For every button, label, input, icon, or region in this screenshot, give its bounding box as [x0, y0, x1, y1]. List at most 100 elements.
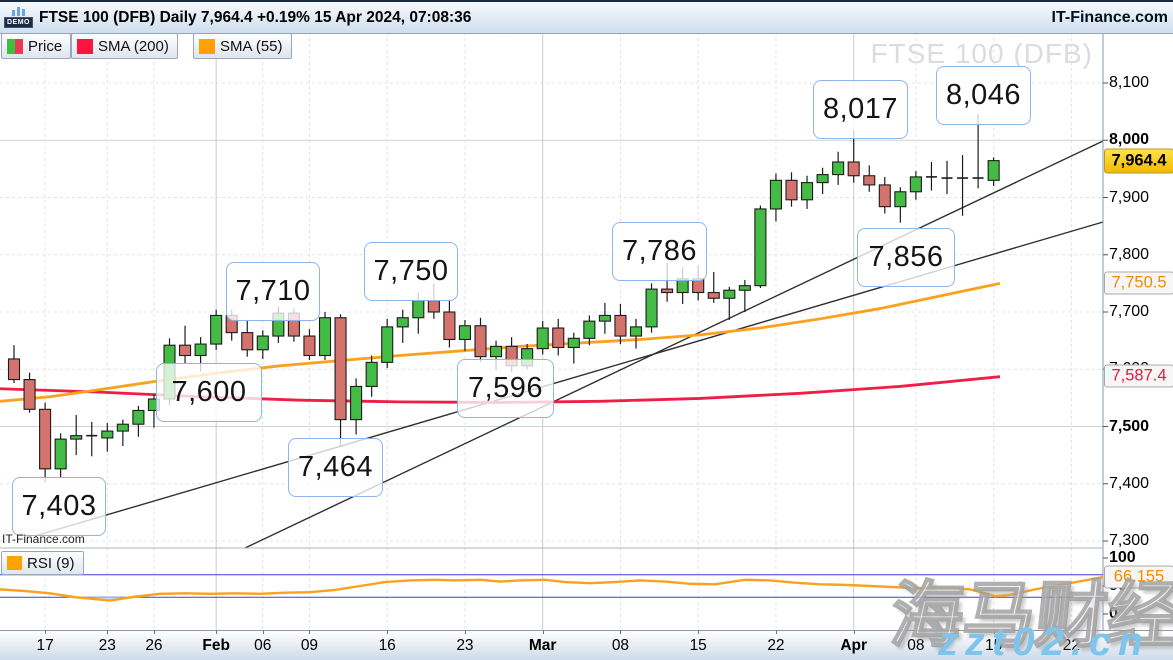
bull-candle[interactable] [70, 435, 83, 440]
bull-candle[interactable] [412, 299, 425, 319]
bull-candle[interactable] [458, 325, 472, 341]
price-annotation[interactable]: 7,403 [12, 477, 106, 536]
bear-candle[interactable] [443, 311, 456, 341]
bull-candle[interactable] [583, 320, 596, 339]
price-axis-label: 8,000 [1109, 131, 1150, 149]
time-tick [993, 630, 995, 634]
price-annotation[interactable]: 7,856 [857, 228, 955, 287]
legend-sma200-label: SMA (200) [98, 37, 169, 55]
bull-candle[interactable] [800, 182, 814, 201]
legend-sma200-chip[interactable]: SMA (200) [71, 33, 178, 59]
time-axis-label: 15 [985, 637, 1003, 654]
bear-candle[interactable] [785, 179, 798, 201]
legend-sma55-label: SMA (55) [220, 37, 283, 55]
time-tick [853, 630, 855, 634]
bull-candle[interactable] [318, 317, 332, 357]
price-annotation[interactable]: 8,046 [936, 66, 1031, 125]
time-axis-label: Feb [202, 637, 230, 654]
bear-candle[interactable] [241, 332, 254, 351]
bull-candle[interactable] [350, 385, 363, 421]
bull-candle[interactable] [381, 326, 394, 363]
bear-candle[interactable] [552, 327, 565, 349]
bear-candle[interactable] [179, 344, 192, 357]
price-axis-label: 7,400 [1109, 474, 1150, 492]
legend-price-label: Price [28, 37, 63, 55]
bull-candle[interactable] [194, 343, 207, 357]
bear-candle[interactable] [334, 317, 347, 421]
bull-candle[interactable] [816, 174, 829, 184]
bull-candle[interactable] [116, 423, 129, 432]
rsi-axis-label: 0 [1109, 605, 1118, 622]
bull-candle[interactable] [738, 285, 751, 291]
time-axis-label: 08 [611, 637, 630, 654]
bear-candle[interactable] [863, 175, 876, 186]
rsi-axis-label: 100 [1109, 549, 1136, 566]
bull-candle[interactable] [754, 208, 767, 287]
bull-candle[interactable] [536, 327, 549, 350]
bear-candle[interactable] [303, 335, 316, 357]
sma55-swatch-icon [199, 38, 215, 54]
bull-candle[interactable] [567, 337, 580, 349]
bull-candle[interactable] [723, 289, 736, 299]
bull-candle[interactable] [909, 176, 922, 193]
bull-candle[interactable] [396, 317, 409, 328]
price-annotation[interactable]: 7,596 [457, 359, 554, 418]
bull-candle[interactable] [987, 160, 1000, 181]
bear-candle[interactable] [474, 325, 487, 358]
bull-candle[interactable] [645, 288, 658, 328]
bear-candle[interactable] [707, 291, 720, 299]
price-annotation[interactable]: 7,710 [226, 262, 320, 321]
bull-candle[interactable] [256, 335, 269, 351]
bull-candle[interactable] [894, 191, 907, 208]
bull-candle[interactable] [132, 409, 145, 425]
time-axis-label: 06 [254, 637, 272, 654]
chart-title: FTSE 100 (DFB) Daily 7,964.4 +0.19% 15 A… [39, 8, 472, 26]
demo-badge: DEMO [4, 17, 33, 28]
bull-candle[interactable] [365, 361, 378, 387]
mini-candlestick-icon [12, 7, 25, 16]
time-tick [216, 630, 218, 634]
bull-candle[interactable] [629, 326, 643, 337]
trendline[interactable] [244, 140, 1104, 549]
time-axis-label: 23 [456, 637, 474, 654]
time-tick [387, 630, 389, 634]
time-axis-label: 08 [907, 637, 925, 654]
legend-rsi-chip[interactable]: RSI (9) [1, 551, 84, 575]
price-annotation[interactable]: 7,464 [288, 438, 383, 497]
time-tick [698, 630, 700, 634]
bull-candle[interactable] [832, 161, 845, 176]
url-watermark: zzt02.cn [938, 620, 1150, 660]
price-annotation[interactable]: 7,786 [612, 222, 707, 281]
site-brand[interactable]: IT-Finance.com [1051, 8, 1168, 26]
bear-candle[interactable] [39, 408, 52, 470]
bull-candle[interactable] [769, 179, 783, 210]
price-axis-label: 7,500 [1109, 417, 1150, 435]
bear-candle[interactable] [661, 288, 674, 294]
legend-price-chip[interactable]: Price [1, 33, 72, 59]
bear-candle[interactable] [614, 314, 627, 337]
time-tick [153, 630, 155, 634]
time-axis-label: 09 [300, 637, 319, 654]
bear-candle[interactable] [878, 184, 891, 208]
price-annotation[interactable]: 7,750 [364, 242, 458, 301]
last-price-badge: 7,964.4 [1104, 148, 1173, 174]
bull-candle[interactable] [489, 345, 503, 358]
price-annotation[interactable]: 8,017 [813, 80, 908, 139]
bear-candle[interactable] [7, 358, 21, 381]
price-axis-label: 7,900 [1109, 188, 1150, 206]
bull-candle[interactable] [54, 438, 67, 470]
time-axis-label: 16 [378, 637, 396, 654]
bear-candle[interactable] [847, 161, 860, 177]
bull-candle[interactable] [101, 430, 114, 439]
bull-candle[interactable] [210, 314, 223, 345]
time-tick [464, 630, 466, 634]
time-tick [45, 630, 47, 634]
bear-candle[interactable] [23, 379, 36, 410]
time-tick [1071, 630, 1073, 634]
price-annotation[interactable]: 7,600 [156, 363, 262, 422]
bull-candle[interactable] [598, 314, 611, 322]
legend-sma55-chip[interactable]: SMA (55) [193, 33, 292, 59]
bear-candle[interactable] [427, 299, 440, 313]
